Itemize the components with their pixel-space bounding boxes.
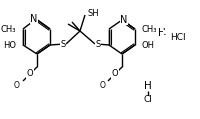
Text: H: H [144,81,152,91]
Text: O: O [99,82,105,91]
Text: SH: SH [88,8,100,17]
Text: CH₃: CH₃ [0,25,16,34]
Text: S: S [60,40,66,49]
Text: H: H [158,28,166,38]
Text: ·: · [163,30,167,42]
Text: O: O [27,69,33,79]
Text: Cl: Cl [144,96,152,104]
Text: O: O [14,82,20,91]
Text: O: O [112,69,118,79]
Text: CH₃: CH₃ [142,25,158,34]
Text: S: S [60,40,66,49]
Text: OH: OH [142,42,155,50]
Text: O: O [112,69,118,79]
Text: HO: HO [3,42,16,50]
Text: S: S [95,40,101,49]
Text: N: N [30,14,38,24]
Text: N: N [30,14,38,24]
Text: N: N [120,15,128,25]
Text: N: N [120,15,128,25]
Text: S: S [95,40,101,49]
Text: O: O [27,69,33,79]
Text: HCl: HCl [170,34,186,42]
